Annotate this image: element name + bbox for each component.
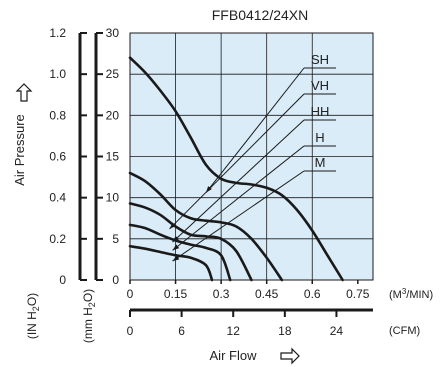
series-label-m: M xyxy=(315,155,326,170)
m3-tick-label: 0.75 xyxy=(346,287,370,301)
mm-h2o-tick-label: 30 xyxy=(106,26,120,40)
in-h2o-unit: (IN H2O) xyxy=(25,293,41,339)
series-label-vh: VH xyxy=(311,78,329,93)
x-axis-title: Air Flow xyxy=(210,348,258,363)
y-axis-title: Air Pressure xyxy=(12,114,27,186)
series-label-hh: HH xyxy=(311,104,330,119)
leader-line xyxy=(205,67,305,194)
in-h2o-tick-label: 0.4 xyxy=(49,191,66,205)
series-label-sh: SH xyxy=(311,52,329,67)
mm-h2o-unit: (mm H2O) xyxy=(81,289,97,343)
axes: 0 0.2 0.4 0.6 0.8 1.0 1.2 0 5 10 15 20 25 30 (IN H2O) (… xyxy=(25,26,433,343)
in-h2o-tick-label: 0.6 xyxy=(49,150,66,164)
m3-tick-label: 0 xyxy=(127,287,134,301)
cfm-tick-label: 6 xyxy=(178,324,185,338)
series-label-h: H xyxy=(315,130,324,145)
m3-tick-label: 0.6 xyxy=(304,287,321,301)
leader-arrowhead xyxy=(172,255,180,262)
chart-title: FFB0412/24XN xyxy=(212,7,309,23)
curve-h xyxy=(128,223,232,282)
leader-line xyxy=(172,170,305,262)
mm-h2o-tick-label: 10 xyxy=(106,191,120,205)
leader-line xyxy=(172,119,305,243)
outline-arrow-up-icon xyxy=(15,83,33,102)
curve-vh xyxy=(128,171,284,282)
in-h2o-tick-label: 0.8 xyxy=(49,108,66,122)
leader-line xyxy=(169,93,305,230)
cfm-unit: (CFM) xyxy=(389,325,420,337)
leader-arrowhead xyxy=(172,244,180,251)
m3-tick-label: 0.15 xyxy=(164,287,188,301)
leader-arrowhead xyxy=(169,222,176,229)
in-h2o-tick-label: 1.2 xyxy=(49,26,66,40)
mm-h2o-tick-label: 5 xyxy=(112,232,119,246)
arrow-up-shape xyxy=(15,83,33,102)
m3-tick-label: 0.3 xyxy=(213,287,230,301)
cfm-tick-label: 0 xyxy=(127,324,134,338)
plot-frame xyxy=(129,32,374,281)
m3-tick-label: 0.45 xyxy=(255,287,279,301)
mm-h2o-tick-label: 0 xyxy=(112,273,119,287)
arrow-right-shape xyxy=(280,347,300,365)
in-h2o-tick-label: 1.0 xyxy=(49,67,66,81)
curve-hh xyxy=(128,202,253,282)
leader-arrowhead xyxy=(172,235,179,243)
in-h2o-tick-label: 0.2 xyxy=(49,232,66,246)
in-h2o-tick-label: 0 xyxy=(59,273,66,287)
curve-m xyxy=(128,244,214,282)
mm-h2o-tick-label: 15 xyxy=(106,150,120,164)
mm-h2o-tick-label: 25 xyxy=(106,67,120,81)
cfm-tick-label: 12 xyxy=(227,324,241,338)
mm-h2o-tick-label: 20 xyxy=(106,108,120,122)
leader-line xyxy=(172,145,305,251)
outline-arrow-right-icon xyxy=(280,347,300,365)
cfm-tick-label: 24 xyxy=(330,324,344,338)
m3-unit: (M3/MIN) xyxy=(389,287,433,301)
cfm-tick-label: 18 xyxy=(278,324,292,338)
